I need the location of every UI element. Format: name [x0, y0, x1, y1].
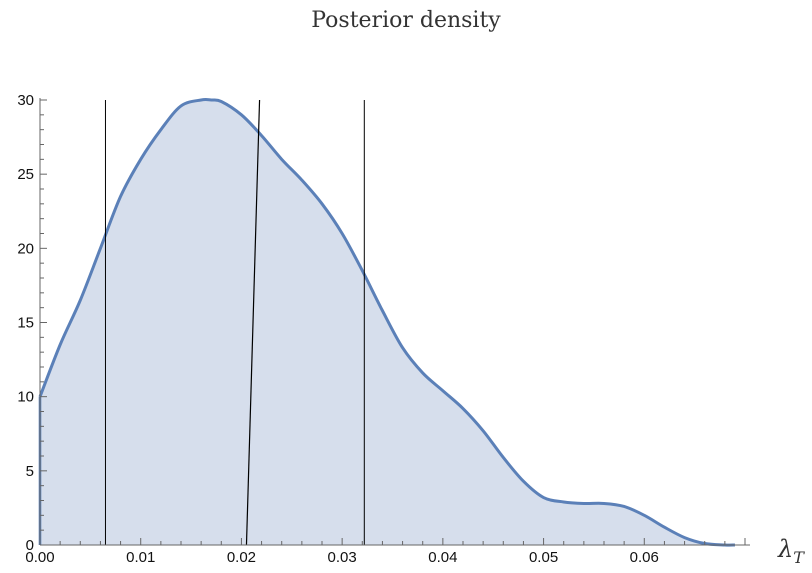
y-tick-label: 10 — [17, 389, 34, 406]
x-tick-label: 0.05 — [529, 549, 558, 566]
x-axis-title-subscript: T — [793, 548, 805, 567]
y-tick-label: 15 — [17, 315, 34, 332]
y-tick-label: 25 — [17, 166, 34, 183]
density-curve — [38, 97, 735, 547]
slanted-line — [245, 99, 261, 546]
y-tick-label: 30 — [17, 92, 34, 109]
x-tick-label: 0.02 — [227, 549, 256, 566]
x-tick-label: 0.06 — [630, 549, 659, 566]
x-tick-label: 0.04 — [428, 549, 457, 566]
y-tick-label: 5 — [26, 463, 34, 480]
x-axis-title-symbol: λ — [777, 535, 793, 563]
chart-title: Posterior density — [311, 8, 501, 33]
x-tick-label: 0.03 — [328, 549, 357, 566]
tick-labels: 0.00 0.01 0.02 0.03 0.04 0.05 0.06 0 5 10 15 20 25 30 — [17, 92, 659, 566]
axes — [39, 98, 750, 546]
x-tick-label: 0.00 — [25, 549, 54, 566]
y-tick-label: 0 — [26, 537, 34, 554]
x-axis-title: λT — [777, 535, 805, 567]
y-tick-label: 20 — [17, 240, 34, 257]
plot-area — [38, 97, 735, 547]
x-tick-label: 0.01 — [126, 549, 155, 566]
